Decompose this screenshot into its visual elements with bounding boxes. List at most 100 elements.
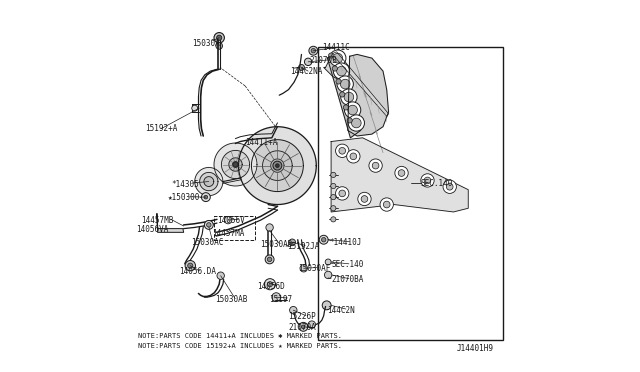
Circle shape [216, 42, 223, 49]
Circle shape [322, 301, 331, 310]
Circle shape [331, 206, 336, 211]
Circle shape [321, 237, 326, 242]
Text: 14457MA: 14457MA [212, 229, 244, 238]
Circle shape [398, 170, 405, 176]
Circle shape [333, 53, 342, 63]
Circle shape [361, 196, 368, 202]
Text: 14411+A: 14411+A [245, 138, 278, 147]
Text: *14305: *14305 [172, 180, 200, 189]
Circle shape [443, 180, 456, 193]
Text: 21070A: 21070A [289, 323, 316, 332]
Circle shape [299, 323, 308, 331]
Circle shape [421, 174, 434, 187]
Polygon shape [200, 172, 218, 191]
Circle shape [330, 50, 346, 66]
Circle shape [344, 92, 354, 102]
Polygon shape [221, 150, 250, 179]
Polygon shape [262, 151, 292, 180]
Circle shape [325, 259, 331, 265]
Circle shape [347, 118, 352, 123]
Text: 15030AB: 15030AB [216, 295, 248, 304]
Polygon shape [195, 167, 223, 196]
Circle shape [424, 177, 431, 184]
Circle shape [372, 162, 379, 169]
Circle shape [266, 224, 273, 231]
Circle shape [395, 166, 408, 180]
Bar [318, 47, 504, 340]
Circle shape [207, 223, 211, 227]
Circle shape [348, 105, 357, 115]
Text: 15197: 15197 [269, 295, 292, 304]
Circle shape [289, 239, 296, 246]
Circle shape [217, 272, 225, 279]
Circle shape [340, 92, 345, 97]
Text: 14056.DA: 14056.DA [179, 267, 216, 276]
Circle shape [350, 153, 356, 160]
Text: 15192JA: 15192JA [287, 241, 319, 250]
Circle shape [358, 192, 371, 206]
Text: 144C2NA: 144C2NA [291, 67, 323, 76]
Circle shape [202, 193, 211, 202]
Circle shape [324, 271, 332, 279]
Circle shape [369, 159, 382, 172]
Polygon shape [204, 177, 214, 186]
Circle shape [328, 53, 333, 58]
Text: 14411C: 14411C [322, 42, 349, 51]
Circle shape [339, 190, 346, 197]
Text: 15192+A: 15192+A [145, 124, 177, 133]
Text: 21070B: 21070B [310, 56, 337, 65]
Text: 15030AC: 15030AC [191, 238, 224, 247]
Circle shape [300, 264, 307, 272]
Bar [214, 216, 255, 240]
Circle shape [216, 35, 222, 40]
Circle shape [331, 217, 336, 222]
Polygon shape [239, 127, 316, 205]
Circle shape [331, 195, 336, 200]
Text: NOTE:PARTS CODE 14411+A INCLUDES ✱ MARKED PARTS.: NOTE:PARTS CODE 14411+A INCLUDES ✱ MARKE… [138, 333, 342, 339]
Polygon shape [324, 54, 342, 78]
Circle shape [348, 115, 364, 131]
Text: 14056VA: 14056VA [136, 225, 169, 234]
Circle shape [301, 325, 305, 329]
Circle shape [298, 64, 305, 70]
Circle shape [265, 255, 274, 264]
Circle shape [339, 147, 346, 154]
Circle shape [309, 46, 318, 55]
Circle shape [233, 162, 237, 167]
Polygon shape [229, 158, 242, 171]
Circle shape [333, 63, 349, 79]
Circle shape [185, 260, 195, 271]
Circle shape [311, 48, 316, 53]
Polygon shape [348, 54, 388, 136]
Circle shape [204, 195, 208, 199]
Circle shape [268, 257, 272, 262]
Polygon shape [331, 52, 388, 116]
Circle shape [335, 187, 349, 200]
Circle shape [343, 105, 349, 110]
Circle shape [340, 79, 350, 89]
Polygon shape [232, 161, 239, 167]
Circle shape [204, 221, 213, 230]
Circle shape [380, 198, 394, 211]
Circle shape [336, 79, 341, 84]
Text: SEC.140: SEC.140 [331, 260, 364, 269]
Polygon shape [214, 143, 257, 186]
Polygon shape [252, 140, 303, 192]
Circle shape [332, 66, 337, 71]
Circle shape [446, 183, 453, 190]
Circle shape [347, 150, 360, 163]
Circle shape [305, 58, 312, 65]
Circle shape [273, 161, 282, 170]
Circle shape [383, 201, 390, 208]
Circle shape [319, 235, 328, 244]
Text: NOTE:PARTS CODE 15192+A INCLUDES ★ MARKED PARTS.: NOTE:PARTS CODE 15192+A INCLUDES ★ MARKE… [138, 343, 342, 349]
Circle shape [337, 66, 346, 76]
Polygon shape [157, 214, 184, 232]
Text: *14410J: *14410J [329, 238, 362, 247]
Text: 14056V: 14056V [217, 216, 244, 225]
Text: ★150300: ★150300 [168, 193, 200, 202]
Text: 15030A: 15030A [192, 39, 220, 48]
Circle shape [340, 89, 357, 105]
Polygon shape [331, 138, 468, 212]
Circle shape [268, 282, 273, 287]
